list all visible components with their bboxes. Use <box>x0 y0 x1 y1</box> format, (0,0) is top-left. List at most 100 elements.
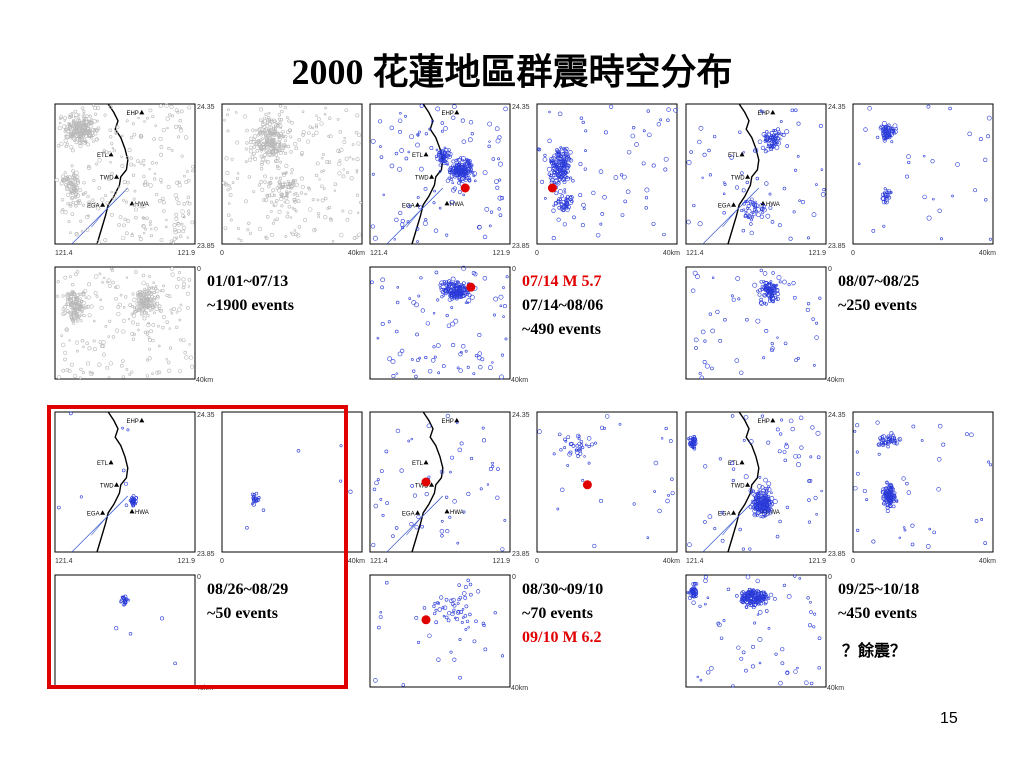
event-point <box>742 438 746 442</box>
event-point <box>556 152 561 157</box>
event-point <box>128 303 132 307</box>
event-point <box>133 164 136 167</box>
event-point <box>256 497 261 502</box>
event-point <box>404 156 409 161</box>
event-point <box>562 209 565 212</box>
event-point <box>556 200 561 205</box>
event-point <box>87 120 91 125</box>
event-point <box>587 461 591 465</box>
event-point <box>169 239 174 244</box>
event-point <box>187 285 191 288</box>
event-point <box>445 495 449 499</box>
event-point <box>72 132 76 135</box>
event-point <box>121 426 124 430</box>
depth-zero-label: 0 <box>535 558 539 565</box>
event-point <box>294 209 298 213</box>
event-point <box>227 108 230 112</box>
event-point <box>799 445 804 450</box>
event-point <box>124 231 129 236</box>
event-point <box>323 187 326 191</box>
event-point <box>136 296 141 301</box>
event-point <box>463 164 467 168</box>
event-point <box>770 342 774 346</box>
event-point <box>159 237 164 242</box>
event-point <box>551 168 554 172</box>
event-point <box>130 233 135 238</box>
event-point <box>748 547 752 551</box>
event-point <box>702 359 707 364</box>
event-points <box>537 104 678 241</box>
event-point <box>857 162 861 166</box>
event-point <box>416 240 419 243</box>
event-point <box>744 210 747 214</box>
event-point <box>93 202 97 206</box>
event-point <box>647 132 652 138</box>
event-point <box>265 214 270 219</box>
event-point <box>764 503 770 508</box>
event-point <box>758 476 762 479</box>
ew-section-frame <box>852 103 994 245</box>
event-point <box>439 595 444 600</box>
event-point <box>451 181 455 185</box>
event-point <box>464 161 468 166</box>
event-point <box>161 200 166 205</box>
event-point <box>74 112 79 118</box>
event-point <box>104 325 108 328</box>
event-point <box>757 292 762 297</box>
event-point <box>578 449 582 453</box>
event-point <box>549 160 553 164</box>
event-point <box>455 282 461 288</box>
event-point <box>64 183 68 187</box>
event-point <box>720 538 725 543</box>
event-point <box>438 154 442 158</box>
event-point <box>905 174 909 179</box>
event-point <box>770 283 775 288</box>
event-point <box>264 136 268 140</box>
event-point <box>161 288 165 293</box>
event-point <box>181 338 186 343</box>
event-point <box>275 186 280 190</box>
event-point <box>462 288 467 293</box>
event-point <box>264 235 268 239</box>
event-point <box>447 154 451 158</box>
event-point <box>230 157 234 161</box>
event-point <box>738 527 742 532</box>
event-point <box>807 479 811 483</box>
event-point <box>782 450 787 454</box>
event-point <box>328 134 333 139</box>
event-point <box>770 346 775 351</box>
event-point <box>454 616 457 620</box>
event-point <box>155 295 160 300</box>
event-point <box>146 322 151 328</box>
event-point <box>68 115 72 120</box>
event-point <box>104 194 108 198</box>
event-point <box>174 212 179 217</box>
event-point <box>488 140 491 143</box>
event-point <box>187 201 192 206</box>
event-point <box>107 335 110 338</box>
event-point <box>741 228 746 233</box>
event-point <box>787 283 791 287</box>
event-point <box>269 119 275 125</box>
event-point <box>564 146 569 151</box>
event-point <box>56 144 61 148</box>
event-point <box>61 174 66 179</box>
event-point <box>384 449 389 454</box>
event-point <box>117 185 121 189</box>
event-point <box>258 107 264 112</box>
caption-range: 08/26~08/29 <box>207 581 289 598</box>
event-point <box>97 362 102 367</box>
event-point <box>272 142 275 146</box>
event-point <box>467 626 470 629</box>
event-point <box>429 146 434 150</box>
event-point <box>743 213 748 218</box>
event-point <box>103 276 106 280</box>
event-point <box>583 455 586 458</box>
event-point <box>268 181 273 185</box>
event-point <box>148 347 152 351</box>
event-point <box>186 170 189 173</box>
event-point <box>144 291 148 295</box>
event-point <box>427 633 432 638</box>
event-point <box>93 291 98 296</box>
